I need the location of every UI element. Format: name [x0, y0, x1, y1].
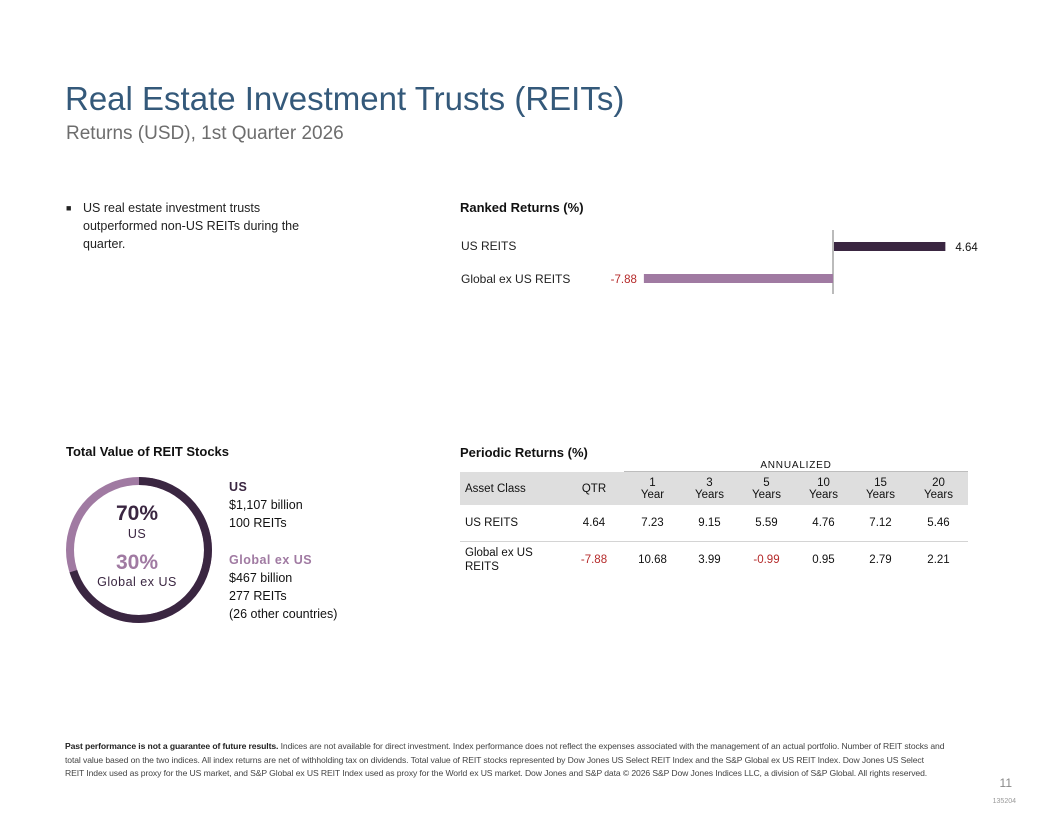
row-global-1y: 10.68 [638, 554, 667, 567]
donut-us-label: US [127, 527, 147, 541]
bullet-icon: ■ [66, 203, 72, 213]
annualized-label: ANNUALIZED [760, 460, 832, 471]
col-15-years-n: 15 [874, 476, 887, 489]
legend-global-note: (26 other countries) [229, 607, 338, 621]
bar-us-value-label: 4.64 [955, 242, 978, 254]
disclaimer-footnote: Past performance is not a guarantee of f… [65, 740, 945, 781]
ranked-label-global: Global ex US REITS [461, 272, 571, 286]
total-value-heading: Total Value of REIT Stocks [66, 444, 230, 459]
periodic-returns-table: Asset Class QTR 1 Year 3 Years 5 Years 10 Ye… [460, 472, 968, 579]
legend-global-value: $467 billion [229, 571, 293, 585]
bar-global-ex-us-reits [643, 274, 833, 283]
legend-global-count: 277 REITs [229, 589, 287, 603]
summary-text: US real estate investment trusts outperf… [83, 201, 300, 251]
ranked-returns-chart: 4.64 -7.88 [611, 230, 978, 294]
donut-us-segment [66, 477, 212, 623]
table-row: Global ex US REITS -7.88 10.68 3.99 -0.9… [460, 541, 968, 579]
col-10-years-unit: Years [809, 488, 838, 501]
page-title: Real Estate Investment Trusts (REITs) [65, 80, 625, 117]
row-us-qtr: 4.64 [582, 516, 606, 529]
col-5-years: 5 Years [738, 472, 795, 505]
bar-us-reits [834, 242, 946, 251]
legend-us-count: 100 REITs [229, 516, 287, 530]
col-15-years-unit: Years [866, 488, 895, 501]
row-global-15y: 2.79 [869, 554, 892, 567]
footnote-text: Indices are not available for direct inv… [65, 741, 945, 779]
col-asset-class: Asset Class [460, 472, 564, 505]
col-3-years-unit: Years [695, 488, 724, 501]
legend-global: Global ex US $467 billion 277 REITs (26 … [229, 551, 337, 623]
ranked-label-us: US REITS [461, 239, 517, 253]
footnote-bold: Past performance is not a guarantee of f… [65, 741, 279, 751]
page-subtitle: Returns (USD), 1st Quarter 2026 [66, 123, 344, 144]
row-us-10y: 4.76 [812, 516, 835, 529]
document-code: 135204 [992, 798, 1016, 805]
table-header-row: Asset Class QTR 1 Year 3 Years 5 Years 10 Ye… [460, 472, 968, 505]
ranked-returns-heading: Ranked Returns (%) [460, 200, 584, 215]
row-us-1y: 7.23 [641, 516, 664, 529]
col-qtr: QTR [564, 472, 624, 505]
reit-value-donut [66, 477, 212, 623]
col-20-years-unit: Years [924, 488, 953, 501]
col-20-years-n: 20 [932, 476, 945, 489]
summary-bullet: ■ US real estate investment trusts outpe… [66, 199, 306, 253]
periodic-returns-heading: Periodic Returns (%) [460, 445, 588, 460]
col-10-years-n: 10 [817, 476, 830, 489]
donut-global-percent: 30% [115, 551, 159, 574]
row-global-5y: -0.99 [753, 554, 780, 567]
col-5-years-n: 5 [763, 476, 770, 489]
col-15-years: 15 Years [852, 472, 909, 505]
legend-us: US $1,107 billion 100 REITs [229, 478, 303, 532]
legend-global-name: Global ex US [229, 553, 313, 567]
donut-us-percent: 70% [115, 502, 159, 525]
col-1-year-n: 1 [649, 476, 656, 489]
row-global-name: Global ex US REITS [460, 541, 564, 579]
table-row: US REITS 4.64 7.23 9.15 5.59 4.76 7.12 5… [460, 505, 968, 541]
col-5-years-unit: Years [752, 488, 781, 501]
row-us-20y: 5.46 [927, 516, 950, 529]
row-global-10y: 0.95 [812, 554, 835, 567]
row-us-15y: 7.12 [869, 516, 892, 529]
col-20-years: 20 Years [909, 472, 968, 505]
col-3-years: 3 Years [681, 472, 738, 505]
col-1-year-unit: Year [640, 488, 665, 501]
col-3-years-n: 3 [706, 476, 713, 489]
col-10-years: 10 Years [795, 472, 852, 505]
row-us-name: US REITS [465, 516, 519, 529]
legend-us-value: $1,107 billion [229, 498, 303, 512]
row-global-3y: 3.99 [698, 554, 721, 567]
row-us-5y: 5.59 [755, 516, 778, 529]
row-us-3y: 9.15 [698, 516, 721, 529]
page-number: 11 [999, 776, 1012, 790]
row-global-name-text: Global ex US REITS [465, 547, 533, 574]
row-global-20y: 2.21 [927, 554, 950, 567]
row-global-qtr: -7.88 [580, 554, 608, 567]
donut-global-label: Global ex US [97, 575, 177, 589]
bar-global-value-label: -7.88 [611, 274, 637, 286]
legend-us-name: US [229, 480, 248, 494]
col-1-year: 1 Year [624, 472, 681, 505]
